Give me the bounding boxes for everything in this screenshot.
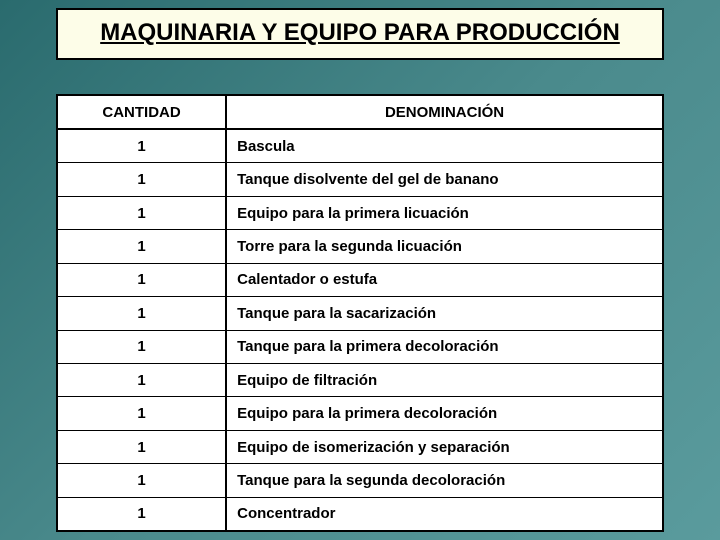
table-header-row: CANTIDAD DENOMINACIÓN xyxy=(58,96,662,130)
table-row: 1 Equipo de isomerización y separación xyxy=(58,431,662,464)
cell-qty: 1 xyxy=(58,397,227,429)
cell-qty: 1 xyxy=(58,264,227,296)
cell-qty: 1 xyxy=(58,498,227,530)
table-row: 1 Equipo para la primera licuación xyxy=(58,197,662,230)
table-row: 1 Calentador o estufa xyxy=(58,264,662,297)
cell-qty: 1 xyxy=(58,297,227,329)
cell-name: Torre para la segunda licuación xyxy=(227,230,662,262)
cell-qty: 1 xyxy=(58,431,227,463)
cell-name: Equipo de isomerización y separación xyxy=(227,431,662,463)
table-row: 1 Equipo de filtración xyxy=(58,364,662,397)
cell-name: Concentrador xyxy=(227,498,662,530)
table-row: 1 Tanque para la primera decoloración xyxy=(58,331,662,364)
cell-qty: 1 xyxy=(58,464,227,496)
table-row: 1 Tanque disolvente del gel de banano xyxy=(58,163,662,196)
table-row: 1 Bascula xyxy=(58,130,662,163)
cell-qty: 1 xyxy=(58,163,227,195)
table-row: 1 Equipo para la primera decoloración xyxy=(58,397,662,430)
table-row: 1 Torre para la segunda licuación xyxy=(58,230,662,263)
cell-qty: 1 xyxy=(58,364,227,396)
cell-qty: 1 xyxy=(58,230,227,262)
cell-qty: 1 xyxy=(58,197,227,229)
cell-name: Tanque para la primera decoloración xyxy=(227,331,662,363)
cell-name: Calentador o estufa xyxy=(227,264,662,296)
cell-name: Tanque disolvente del gel de banano xyxy=(227,163,662,195)
table-body: 1 Bascula 1 Tanque disolvente del gel de… xyxy=(58,130,662,530)
table-row: 1 Concentrador xyxy=(58,498,662,530)
equipment-table: CANTIDAD DENOMINACIÓN 1 Bascula 1 Tanque… xyxy=(56,94,664,532)
title-box: MAQUINARIA Y EQUIPO PARA PRODUCCIÓN xyxy=(56,8,664,60)
header-qty: CANTIDAD xyxy=(58,96,227,128)
cell-qty: 1 xyxy=(58,130,227,162)
table-row: 1 Tanque para la segunda decoloración xyxy=(58,464,662,497)
cell-name: Bascula xyxy=(227,130,662,162)
cell-name: Equipo para la primera licuación xyxy=(227,197,662,229)
cell-qty: 1 xyxy=(58,331,227,363)
cell-name: Tanque para la sacarización xyxy=(227,297,662,329)
cell-name: Equipo de filtración xyxy=(227,364,662,396)
page-title: MAQUINARIA Y EQUIPO PARA PRODUCCIÓN xyxy=(68,18,652,48)
header-name: DENOMINACIÓN xyxy=(227,96,662,128)
cell-name: Tanque para la segunda decoloración xyxy=(227,464,662,496)
table-row: 1 Tanque para la sacarización xyxy=(58,297,662,330)
cell-name: Equipo para la primera decoloración xyxy=(227,397,662,429)
